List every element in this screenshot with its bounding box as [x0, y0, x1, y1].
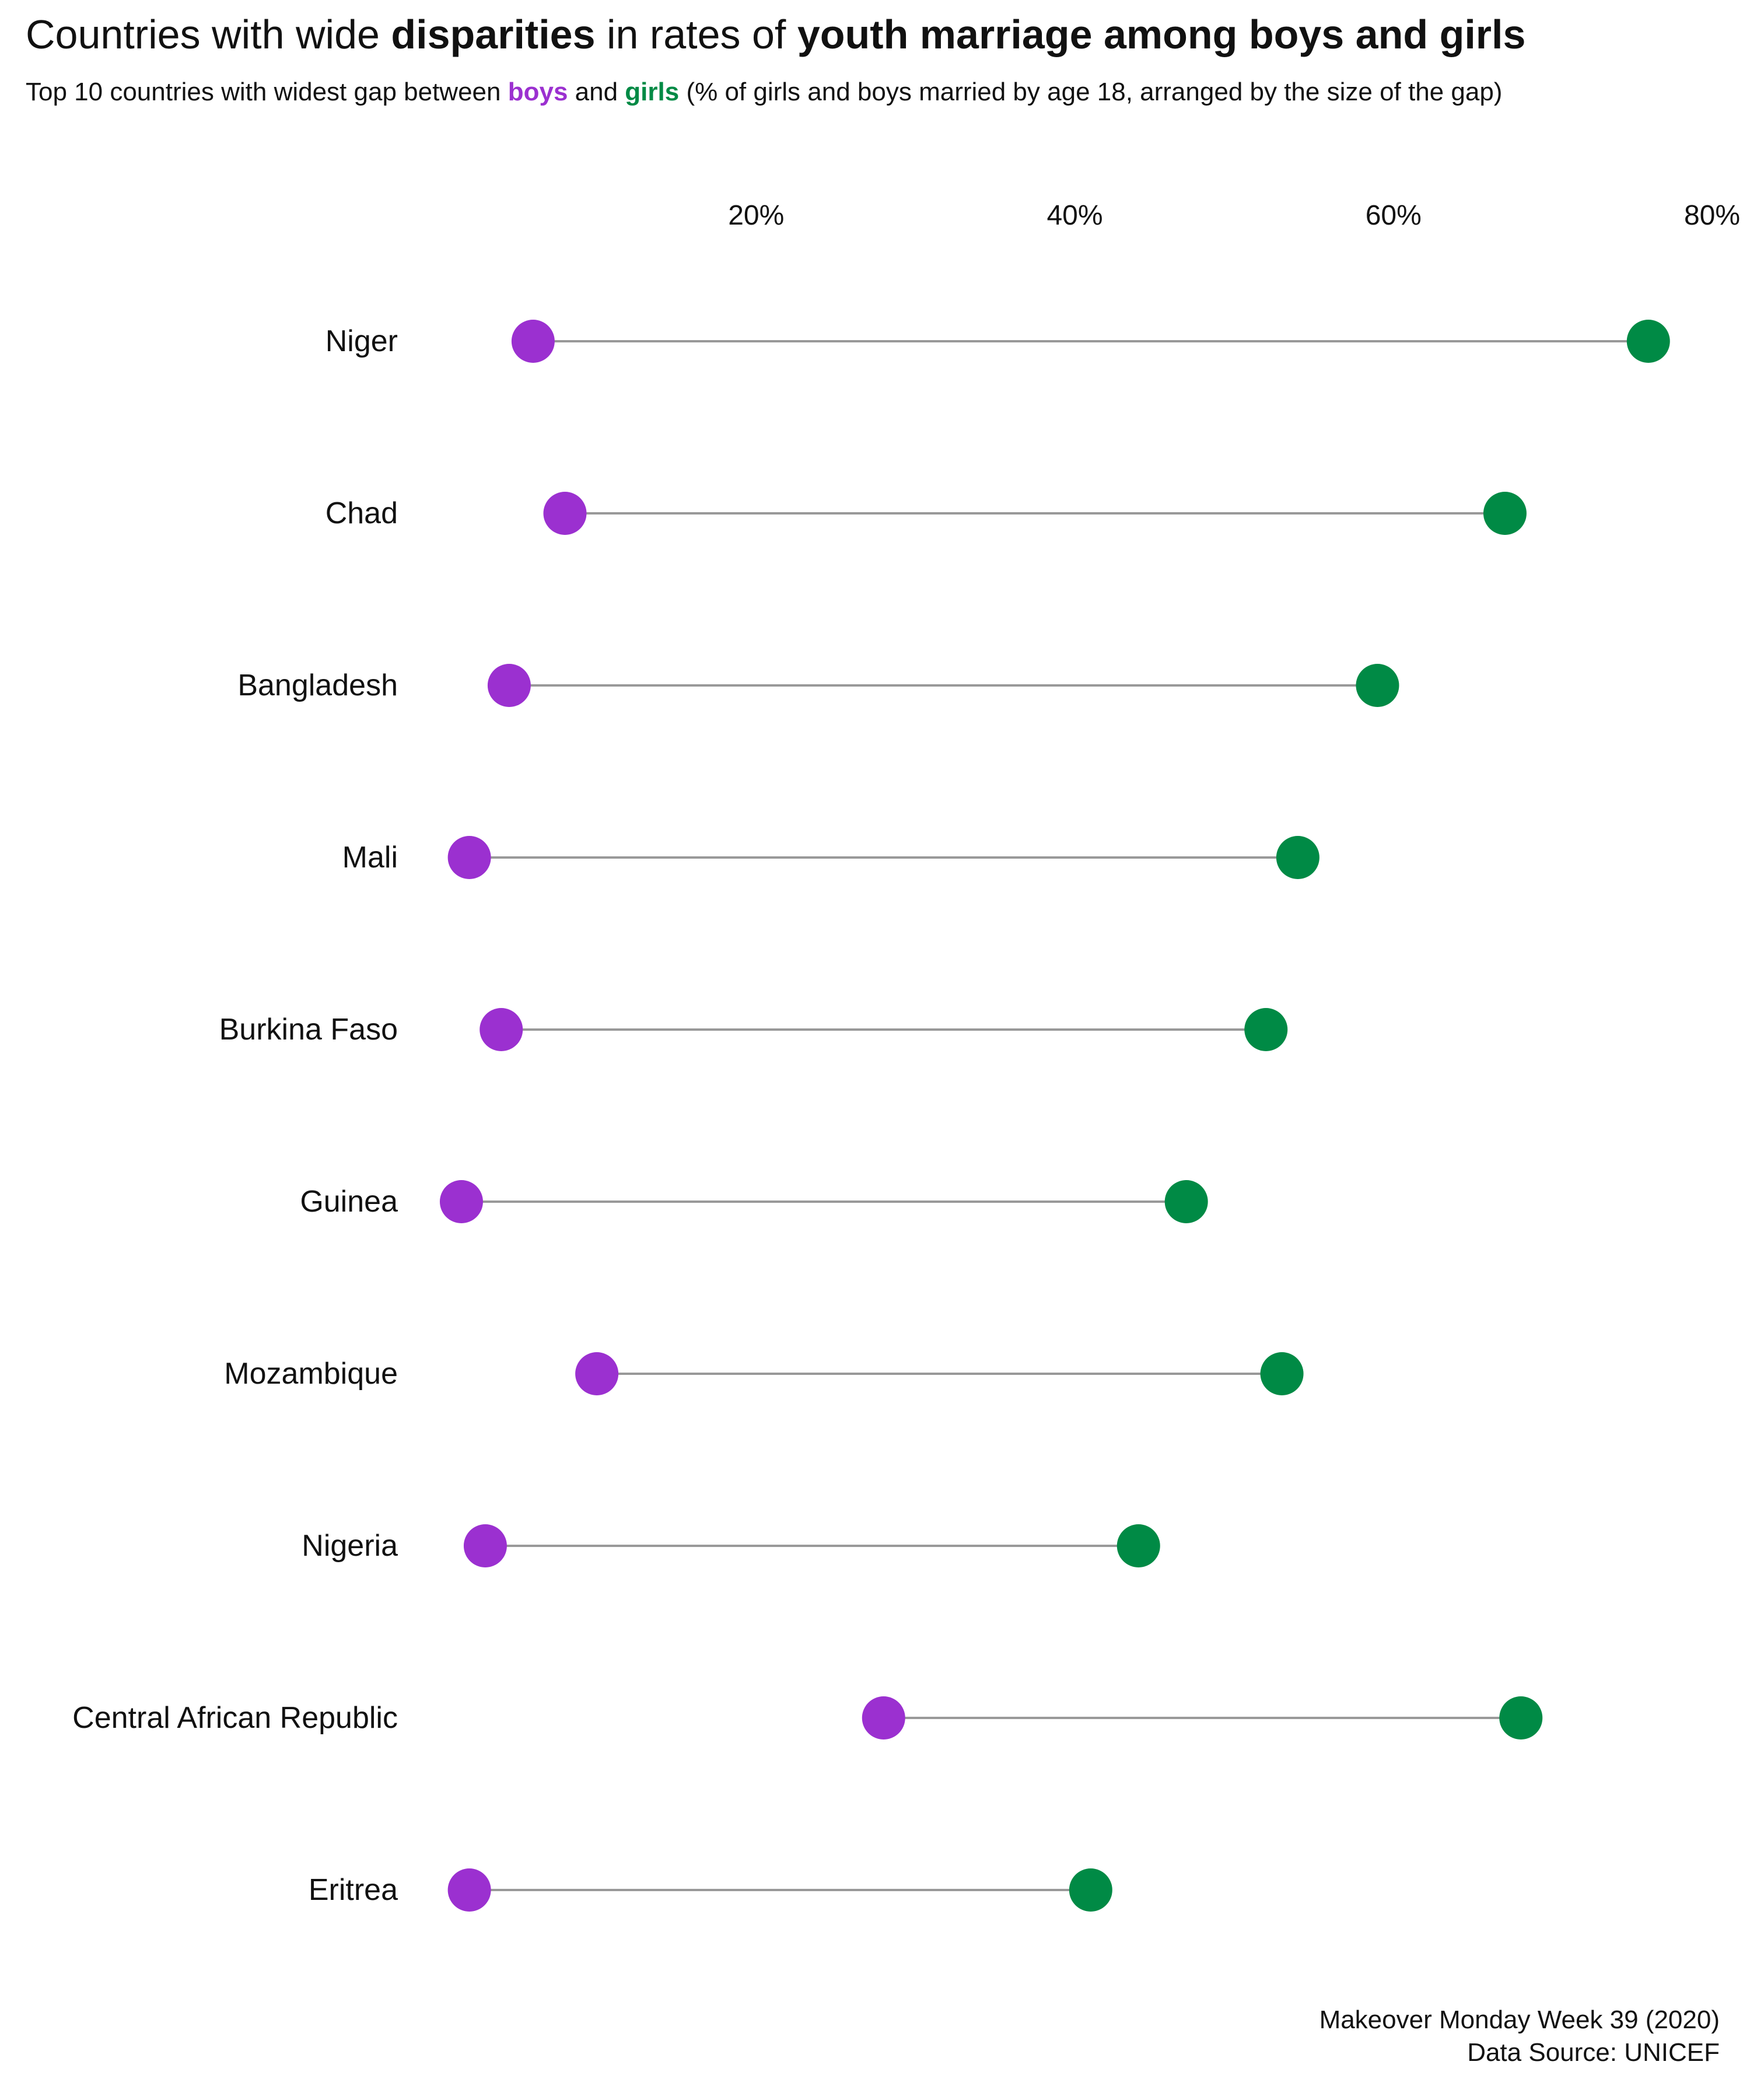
country-row: Niger — [326, 320, 1670, 363]
boys-point — [447, 836, 491, 879]
boys-point — [439, 1180, 483, 1223]
chart-caption: Makeover Monday Week 39 (2020) Data Sour… — [1320, 2004, 1720, 2069]
country-row: Mali — [342, 836, 1320, 879]
x-axis-ticks: 20% 40% 60% 80% — [728, 200, 1740, 231]
boys-point — [575, 1352, 619, 1395]
boys-point — [480, 1008, 523, 1051]
girls-point — [1626, 320, 1670, 363]
country-label: Mozambique — [224, 1357, 398, 1391]
country-label: Niger — [326, 324, 398, 358]
subtitle-boys: boys — [508, 78, 568, 106]
subtitle-part-3: (% of girls and boys married by age 18, … — [679, 78, 1503, 106]
girls-point — [1260, 1352, 1304, 1395]
country-label: Mali — [342, 841, 398, 874]
girls-point — [1483, 492, 1527, 535]
chart-title: Countries with wide disparities in rates… — [26, 8, 1525, 61]
chart-rows: Niger Chad Bangladesh Mali Burkina Faso Guine… — [72, 320, 1670, 1912]
country-row: Bangladesh — [237, 664, 1399, 707]
title-part-4: youth marriage among boys and girls — [797, 12, 1526, 57]
girls-point — [1276, 836, 1320, 879]
x-tick-label: 80% — [1684, 200, 1740, 231]
chart-subtitle: Top 10 countries with widest gap between… — [26, 75, 1502, 110]
title-part-3: in rates of — [595, 12, 797, 57]
title-part-2: disparities — [391, 12, 596, 57]
subtitle-girls: girls — [625, 78, 680, 106]
country-row: Central African Republic — [72, 1696, 1543, 1740]
country-row: Chad — [326, 492, 1527, 535]
subtitle-part-2: and — [568, 78, 625, 106]
x-tick-label: 60% — [1366, 200, 1422, 231]
girls-point — [1069, 1868, 1112, 1912]
girls-point — [1164, 1180, 1208, 1223]
country-label: Burkina Faso — [219, 1013, 398, 1046]
caption-line-2: Data Source: UNICEF — [1467, 2038, 1720, 2067]
title-part-1: Countries with wide — [26, 12, 391, 57]
country-row: Mozambique — [224, 1352, 1304, 1395]
country-label: Eritrea — [309, 1873, 398, 1907]
boys-point — [463, 1524, 507, 1567]
caption-line-1: Makeover Monday Week 39 (2020) — [1319, 2006, 1720, 2034]
country-label: Nigeria — [302, 1529, 398, 1563]
boys-point — [543, 492, 587, 535]
country-label: Guinea — [300, 1185, 398, 1219]
boys-point — [511, 320, 555, 363]
country-row: Nigeria — [302, 1524, 1160, 1567]
x-tick-label: 40% — [1046, 200, 1102, 231]
country-row: Guinea — [300, 1180, 1208, 1223]
boys-point — [862, 1696, 905, 1740]
x-tick-label: 20% — [728, 200, 784, 231]
girls-point — [1116, 1524, 1160, 1567]
boys-point — [487, 664, 531, 707]
country-label: Chad — [326, 496, 398, 530]
country-row: Eritrea — [309, 1868, 1112, 1912]
girls-point — [1244, 1008, 1288, 1051]
country-label: Bangladesh — [237, 668, 398, 702]
boys-point — [447, 1868, 491, 1912]
country-row: Burkina Faso — [219, 1008, 1288, 1051]
girls-point — [1499, 1696, 1543, 1740]
country-label: Central African Republic — [72, 1701, 398, 1735]
subtitle-part-1: Top 10 countries with widest gap between — [26, 78, 508, 106]
girls-point — [1356, 664, 1399, 707]
